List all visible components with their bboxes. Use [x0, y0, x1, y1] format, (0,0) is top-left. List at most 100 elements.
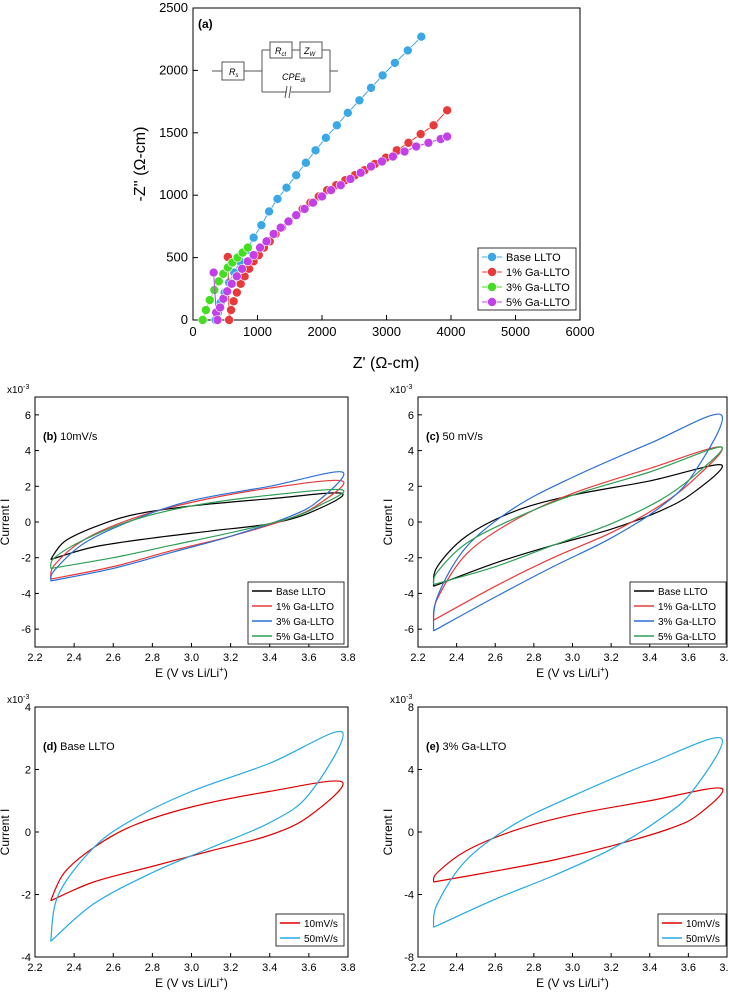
legend-label: 50mV/s: [304, 934, 338, 945]
cv-loop-3: [432, 446, 724, 586]
legend-box: [247, 581, 345, 645]
panel-letter: (b): [43, 431, 60, 443]
y-tick-label: -6: [404, 624, 414, 636]
panel-label: (c) 50 mV/s: [426, 431, 483, 443]
y-axis-label: Current I: [381, 499, 395, 546]
x-label-tail: ): [224, 976, 228, 990]
x-tick-label: 2.8: [145, 962, 160, 974]
data-point: [332, 120, 342, 131]
x-tick-label: 2.2: [27, 652, 42, 664]
data-point: [283, 216, 294, 227]
x-tick-label: 3.4: [262, 652, 277, 664]
panel-a-legend: Base LLTO 1% Ga-LLTO 3% Ga-LLTO 5% Ga-LLTO: [477, 247, 577, 311]
data-point: [301, 157, 311, 168]
legend-label: Base LLTO: [506, 252, 561, 264]
data-point: [208, 267, 219, 278]
data-point: [428, 120, 439, 131]
data-point: [366, 83, 376, 93]
x-tick-label: 3.6: [301, 962, 316, 974]
data-point: [377, 70, 388, 81]
x-label-sup: +: [219, 665, 224, 674]
x-tick-label: 3.8: [340, 962, 355, 974]
x-tick-label: 3.2: [223, 652, 238, 664]
cv-loop-1: [50, 730, 344, 942]
y-tick-label: 0: [25, 827, 31, 839]
data-point: [226, 279, 237, 289]
y-tick-label: 0: [181, 312, 188, 327]
multiplier-base: x10: [7, 695, 24, 706]
y-tick-label: -6: [21, 624, 31, 636]
cv-loop-2: [432, 413, 724, 632]
cv-loop-3: [50, 488, 345, 570]
legend-box: [629, 581, 727, 645]
y-tick-label: 2000: [159, 62, 188, 77]
x-tick-label: 2.6: [106, 962, 121, 974]
data-point: [291, 170, 302, 181]
panel-letter: (e): [426, 741, 443, 753]
legend-label: 3% Ga-LLTO: [276, 617, 334, 628]
y-tick-label: 1500: [159, 125, 188, 140]
panel-letter: (d): [43, 741, 60, 753]
legend-label: 5% Ga-LLTO: [658, 632, 716, 643]
x-tick-label: 2.6: [488, 652, 503, 664]
x-tick-label: 3.6: [301, 652, 316, 664]
y-multiplier: x10-3: [7, 694, 29, 706]
y-tick-label: 8: [408, 702, 414, 714]
y-tick-label: 0: [25, 517, 31, 529]
x-axis-label: E (V vs Li/Li+): [155, 975, 228, 990]
x-tick-label: 2.8: [145, 652, 160, 664]
data-point: [342, 108, 353, 118]
y-tick-label: 500: [166, 250, 188, 265]
legend-label: 1% Ga-LLTO: [276, 602, 334, 613]
panel-a-y-ticks: 0 500 1000 1500 2000 2500: [159, 0, 198, 327]
data-point: [212, 315, 223, 325]
y-tick-label: 2: [408, 481, 414, 493]
data-point: [272, 194, 283, 204]
multiplier-exp: -3: [23, 694, 29, 701]
y-tick-label: -4: [21, 588, 31, 600]
series-line-1: [227, 110, 448, 321]
panel-a: 0 1000 2000 3000 4000 5000 6000 0 500 1000 1500 20…: [132, 0, 594, 372]
data-point: [416, 31, 427, 42]
x-label-sup: +: [219, 975, 224, 984]
x-tick-label: 3.8: [719, 962, 729, 974]
multiplier-exp: -3: [406, 694, 412, 701]
x-tick-label: 2.6: [106, 652, 121, 664]
y-multiplier: x10-3: [390, 384, 412, 396]
data-point: [403, 137, 414, 148]
cv-loop-0: [432, 464, 724, 587]
legend-marker: [487, 252, 497, 262]
x-label-text: E (V vs Li/Li: [536, 976, 600, 990]
x-tick-label: 2.6: [488, 962, 503, 974]
cv-loop-0: [50, 492, 344, 561]
data-point: [326, 185, 336, 196]
x-tick-label: 3.0: [184, 962, 199, 974]
data-point: [442, 105, 452, 116]
data-point: [415, 129, 426, 139]
cv-loop-1: [432, 736, 724, 928]
multiplier-exp: -3: [23, 384, 29, 391]
data-point: [335, 180, 346, 191]
panel-label: (b) 10mV/s: [43, 431, 98, 443]
x-tick-label: 2000: [308, 324, 337, 339]
x-tick-label: 2.4: [66, 652, 81, 664]
x-axis-label: E (V vs Li/Li+): [155, 665, 228, 680]
y-multiplier: x10-3: [7, 384, 29, 396]
x-tick-label: 3.2: [603, 652, 618, 664]
x-axis-label: E (V vs Li/Li+): [536, 975, 609, 990]
circuit-cpe-plate: [288, 85, 292, 99]
x-tick-label: 3.0: [184, 652, 199, 664]
legend-marker: [487, 297, 497, 307]
data-point: [281, 182, 292, 193]
data-point: [317, 191, 327, 202]
panel-a-y-label: -Z'' (Ω-cm): [132, 127, 149, 202]
legend-label: Base LLTO: [276, 587, 326, 598]
data-point: [377, 156, 387, 167]
data-point: [423, 137, 434, 148]
legend-box: [275, 913, 345, 947]
data-point: [310, 145, 321, 156]
data-point: [321, 132, 331, 143]
x-tick-label: 3.4: [642, 652, 657, 664]
y-tick-label: -4: [404, 588, 414, 600]
